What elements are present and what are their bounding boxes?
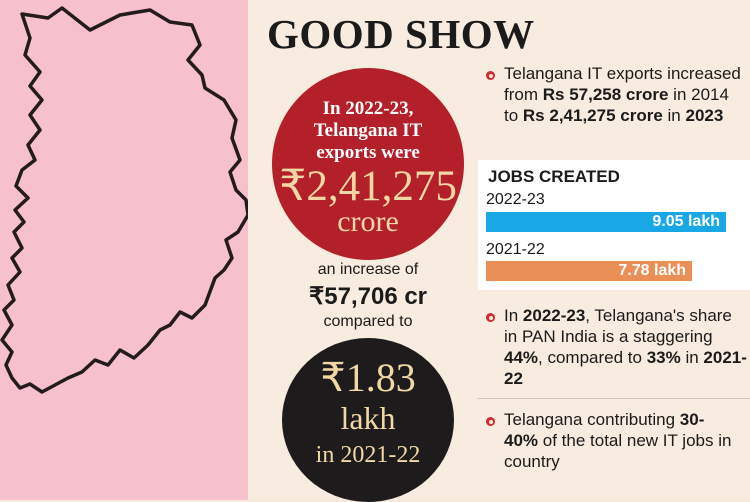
jobs-created-title: JOBS CREATED	[488, 167, 620, 186]
increase-label: an increase of	[317, 261, 419, 278]
jobs-bar-label: 9.05 lakh	[652, 213, 720, 230]
headline: GOOD SHOW	[267, 11, 535, 57]
jobs-year-2022-23: 2022-23	[486, 191, 545, 208]
bullet-icon	[486, 71, 495, 80]
exports-line2: Telangana IT	[313, 120, 423, 141]
bullet-icon	[486, 313, 495, 322]
jobs-bar-2021-22: 7.78 lakh	[486, 261, 692, 281]
exports-amount: ₹2,41,275	[279, 163, 457, 210]
telangana-map-outline	[0, 6, 248, 394]
exports-unit: crore	[337, 205, 399, 238]
previous-year: in 2021-22	[315, 442, 421, 468]
fact-pan-india-share: In 2022-23, Telangana's share in PAN Ind…	[504, 306, 747, 388]
map-border	[0, 6, 248, 394]
bullet-icon	[486, 417, 495, 426]
fact-jobs-contribution: Telangana contributing 30-40% of the tot…	[504, 410, 732, 471]
increase-amount: ₹57,706 cr	[308, 283, 428, 310]
exports-line1: In 2022-23,	[322, 98, 414, 119]
jobs-bar-2022-23: 9.05 lakh	[486, 212, 726, 232]
map-panel	[0, 0, 248, 500]
exports-line3: exports were	[316, 142, 420, 163]
jobs-bar-label: 7.78 lakh	[618, 262, 686, 279]
previous-amount: ₹1.83	[320, 355, 416, 400]
previous-exports-circle: ₹1.83 lakh in 2021-22	[282, 338, 454, 502]
previous-unit: lakh	[340, 400, 396, 436]
divider	[478, 398, 750, 399]
jobs-year-2021-22: 2021-22	[486, 241, 545, 258]
exports-circle: In 2022-23, Telangana IT exports were ₹2…	[272, 68, 464, 260]
compared-label: compared to	[323, 313, 413, 330]
fact-exports-growth: Telangana IT exports increased from Rs 5…	[504, 64, 741, 125]
